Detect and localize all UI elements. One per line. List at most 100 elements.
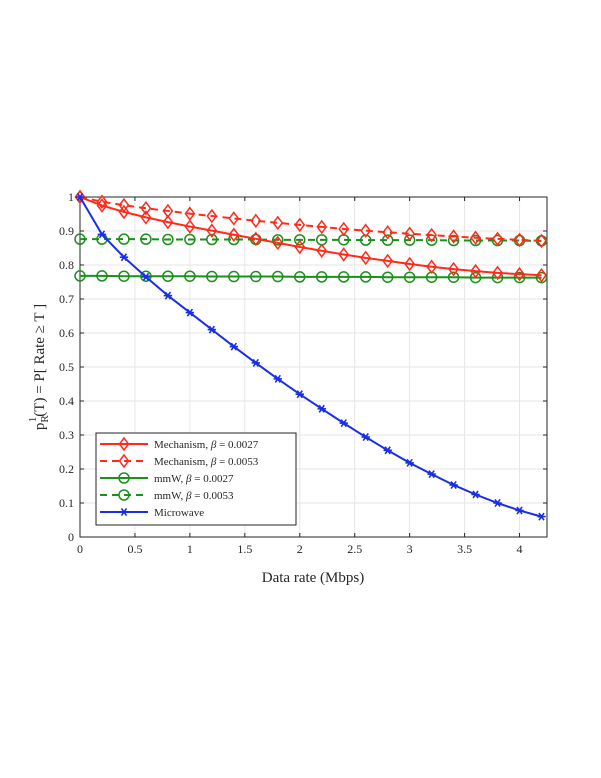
data-point <box>381 271 394 283</box>
data-point <box>470 230 482 246</box>
y-tick-label: 0.1 <box>59 496 74 510</box>
data-point <box>96 194 108 210</box>
series-line <box>80 274 542 279</box>
x-tick-label: 2.5 <box>347 542 362 556</box>
y-tick-label: 0.4 <box>59 394 74 408</box>
data-point <box>118 270 130 282</box>
y-axis-label-suffix: (T) = P[ Rate ≥ T ] <box>32 304 48 417</box>
data-point <box>492 231 503 247</box>
data-point <box>492 265 503 281</box>
data-point <box>273 374 282 383</box>
data-point <box>470 263 482 279</box>
data-point <box>206 223 218 238</box>
data-point <box>74 233 86 245</box>
tick-labels: 0 0.5 1 1.5 2 2.5 3 3.5 4 0 0.1 0.2 0.3 0.4 0.5 0.6 0.7 0… <box>59 190 523 556</box>
data-point <box>404 256 416 272</box>
data-point <box>426 227 438 243</box>
data-point <box>537 512 546 521</box>
legend-label: Microwave <box>154 507 204 519</box>
legend-items: Mechanism, β = 0.0027 Mechanism, β = 0.00… <box>100 436 259 519</box>
y-tick-label: 0.3 <box>59 428 74 442</box>
series-mmw-0-0027 <box>74 270 548 284</box>
legend-label: mmW, β = 0.0027 <box>154 473 234 485</box>
data-point <box>162 203 174 219</box>
data-point <box>317 404 326 413</box>
series-line <box>79 196 542 242</box>
data-point <box>207 325 217 334</box>
data-point <box>250 231 262 247</box>
data-point <box>360 250 372 266</box>
data-point <box>184 219 196 234</box>
data-point <box>382 225 394 240</box>
data-point <box>315 271 328 283</box>
data-point <box>361 433 370 442</box>
data-point <box>97 230 107 239</box>
y-axis-label-superscript: 1 <box>27 417 39 423</box>
data-point <box>471 490 480 499</box>
data-point <box>140 200 152 216</box>
data-point <box>228 211 240 226</box>
x-axis-label: Data rate (Mbps) <box>262 570 364 586</box>
data-point <box>184 233 196 246</box>
data-point <box>163 291 173 300</box>
data-point <box>206 270 218 283</box>
y-tick-label: 0.9 <box>59 224 74 238</box>
data-point <box>338 221 350 237</box>
data-point <box>359 234 372 246</box>
legend-marker <box>118 436 130 452</box>
legend-label: Mechanism, β = 0.0053 <box>154 456 259 468</box>
x-tick-label: 0 <box>77 542 83 556</box>
data-point <box>448 229 460 244</box>
y-axis-label-prefix: p <box>32 423 48 431</box>
series-line <box>80 238 542 242</box>
data-point <box>74 270 86 282</box>
legend-item: mmW, β = 0.0053 <box>100 489 234 502</box>
data-point <box>360 223 372 238</box>
x-tick-label: 3 <box>407 542 413 556</box>
data-point <box>448 261 460 277</box>
data-point <box>118 197 130 213</box>
data-point <box>359 271 372 283</box>
data-point <box>316 243 328 258</box>
y-tick-label: 0.2 <box>59 462 74 476</box>
data-point <box>251 358 261 367</box>
series-mechanism-0-0053 <box>74 189 547 249</box>
series-line <box>79 196 542 518</box>
data-point <box>536 233 547 249</box>
data-point <box>469 271 482 284</box>
data-point <box>469 234 482 247</box>
series-microwave <box>75 192 546 521</box>
data-point <box>515 506 524 515</box>
data-point <box>382 253 394 269</box>
y-tick-label: 0.6 <box>59 326 74 340</box>
y-tick-label: 0 <box>68 530 74 544</box>
data-point <box>427 470 436 479</box>
data-point <box>404 226 416 241</box>
data-point <box>337 271 350 283</box>
data-point <box>184 206 196 221</box>
data-point <box>295 390 304 399</box>
y-tick-label: 1 <box>68 190 74 204</box>
data-point <box>513 271 526 284</box>
data-point <box>250 270 262 283</box>
data-point <box>162 233 174 246</box>
data-point <box>250 213 262 229</box>
data-point <box>140 270 152 282</box>
data-point <box>206 208 218 224</box>
x-tick-label: 3.5 <box>457 542 472 556</box>
data-point <box>493 498 502 508</box>
data-point <box>206 233 218 246</box>
legend-marker <box>118 453 130 469</box>
data-point <box>381 234 394 246</box>
data-point <box>74 189 86 205</box>
legend-item: mmW, β = 0.0027 <box>100 472 234 485</box>
y-tick-label: 0.8 <box>59 258 74 272</box>
data-point <box>514 232 525 248</box>
data-point <box>449 480 458 490</box>
data-point <box>96 270 108 282</box>
data-point <box>141 272 151 281</box>
data-point <box>426 259 438 274</box>
y-tick-label: 0.7 <box>59 292 74 306</box>
